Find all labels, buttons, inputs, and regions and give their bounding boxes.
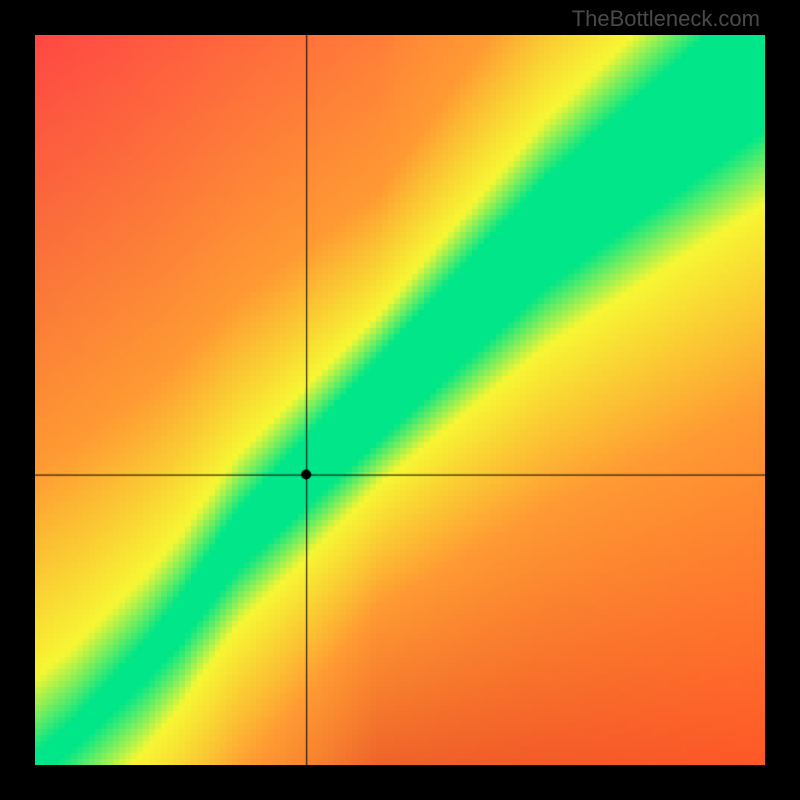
- watermark-text: TheBottleneck.com: [572, 6, 760, 32]
- chart-container: TheBottleneck.com: [0, 0, 800, 800]
- plot-area: [35, 35, 765, 765]
- heatmap-canvas: [35, 35, 765, 765]
